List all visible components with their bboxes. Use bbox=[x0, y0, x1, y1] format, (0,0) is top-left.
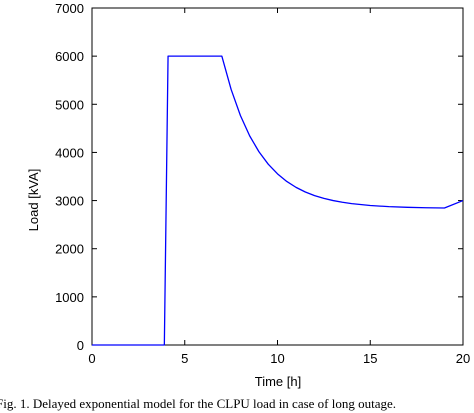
y-tick-label: 7000 bbox=[55, 1, 84, 16]
x-tick-label: 5 bbox=[181, 351, 188, 366]
plot-border bbox=[91, 7, 464, 346]
y-tick-label: 6000 bbox=[55, 49, 84, 64]
x-axis-ticks: 0 5 10 15 20 bbox=[88, 8, 470, 366]
x-tick-label: 20 bbox=[456, 351, 470, 366]
figure-caption: Fig. 1. Delayed exponential model for th… bbox=[0, 396, 397, 411]
x-tick-label: 10 bbox=[270, 351, 284, 366]
y-axis-ticks: 0 1000 2000 3000 4000 5000 6000 7000 bbox=[55, 1, 463, 353]
y-tick-label: 5000 bbox=[55, 97, 84, 112]
y-tick-label: 1000 bbox=[55, 290, 84, 305]
y-tick-label: 0 bbox=[77, 338, 84, 353]
plot-area bbox=[91, 7, 464, 346]
x-axis-label: Time [h] bbox=[255, 374, 301, 389]
series-layer bbox=[92, 55, 464, 346]
series-line bbox=[92, 55, 464, 346]
y-axis-label: Load [kVA] bbox=[26, 169, 41, 232]
x-tick-label: 15 bbox=[363, 351, 377, 366]
y-tick-label: 4000 bbox=[55, 145, 84, 160]
x-tick-label: 0 bbox=[88, 351, 95, 366]
y-tick-label: 2000 bbox=[55, 242, 84, 257]
y-tick-label: 3000 bbox=[55, 194, 84, 209]
